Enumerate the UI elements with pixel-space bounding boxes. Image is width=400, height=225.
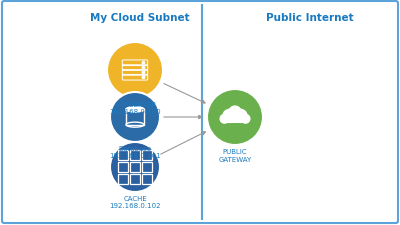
Bar	[130, 162, 140, 172]
Text: My Cloud Subnet: My Cloud Subnet	[90, 13, 190, 23]
Ellipse shape	[126, 107, 144, 112]
Circle shape	[142, 77, 145, 79]
Bar	[222, 118, 248, 124]
Bar	[126, 110, 144, 125]
Circle shape	[107, 43, 163, 99]
Bar	[142, 162, 152, 172]
Text: APP SERVER
192.168.0.100: APP SERVER 192.168.0.100	[109, 101, 161, 115]
Circle shape	[142, 67, 145, 70]
Circle shape	[234, 110, 247, 123]
Bar	[130, 151, 140, 160]
Bar	[142, 151, 152, 160]
Text: Public Internet: Public Internet	[266, 13, 354, 23]
Bar	[142, 174, 152, 184]
Circle shape	[207, 90, 263, 145]
Bar	[118, 174, 128, 184]
Circle shape	[142, 72, 145, 74]
FancyBboxPatch shape	[2, 2, 398, 223]
Text: CACHE
192.168.0.102: CACHE 192.168.0.102	[109, 195, 161, 209]
Circle shape	[241, 115, 250, 124]
Bar	[118, 151, 128, 160]
Circle shape	[229, 107, 241, 119]
Text: Database
192.168.0.101: Database 192.168.0.101	[109, 145, 161, 159]
Circle shape	[220, 115, 229, 124]
Bar	[118, 162, 128, 172]
Bar	[130, 174, 140, 184]
Circle shape	[110, 93, 160, 142]
Circle shape	[110, 142, 160, 192]
Text: PUBLIC
GATEWAY: PUBLIC GATEWAY	[218, 148, 252, 162]
Circle shape	[223, 110, 236, 123]
Circle shape	[142, 62, 145, 65]
